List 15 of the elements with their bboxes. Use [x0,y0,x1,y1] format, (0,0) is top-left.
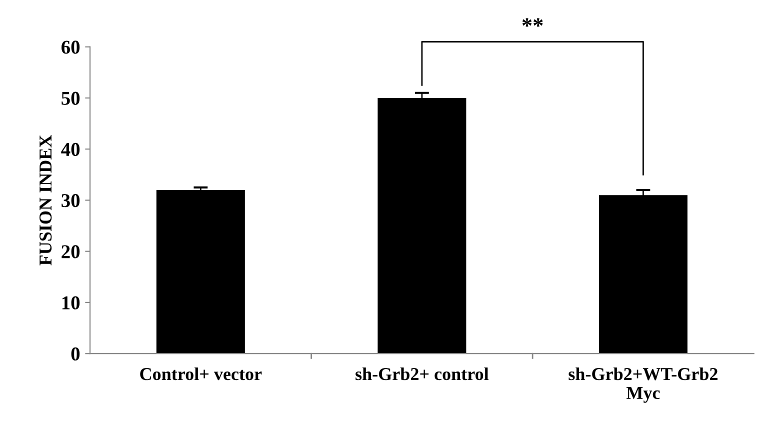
x-tick-label: sh-Grb2+ control [356,367,489,380]
x-tick-label: sh-Grb2+WT-Grb2 Myc [568,367,718,403]
y-tick-label: 10 [62,296,80,310]
y-tick-label: 20 [62,245,80,258]
bar [156,190,245,354]
bar [378,98,466,354]
text: ** [522,18,543,27]
x-tick-label: Control+ vector [140,367,262,380]
bar [598,195,688,354]
y-tick-label: 60 [62,40,80,54]
y-tick-label: 40 [61,142,80,156]
y-tick-label: 30 [62,194,80,208]
y-axis-title: FUSION INDEX [40,134,52,266]
y-tick-label: 0 [71,347,80,361]
y-tick-label: 50 [62,92,80,105]
